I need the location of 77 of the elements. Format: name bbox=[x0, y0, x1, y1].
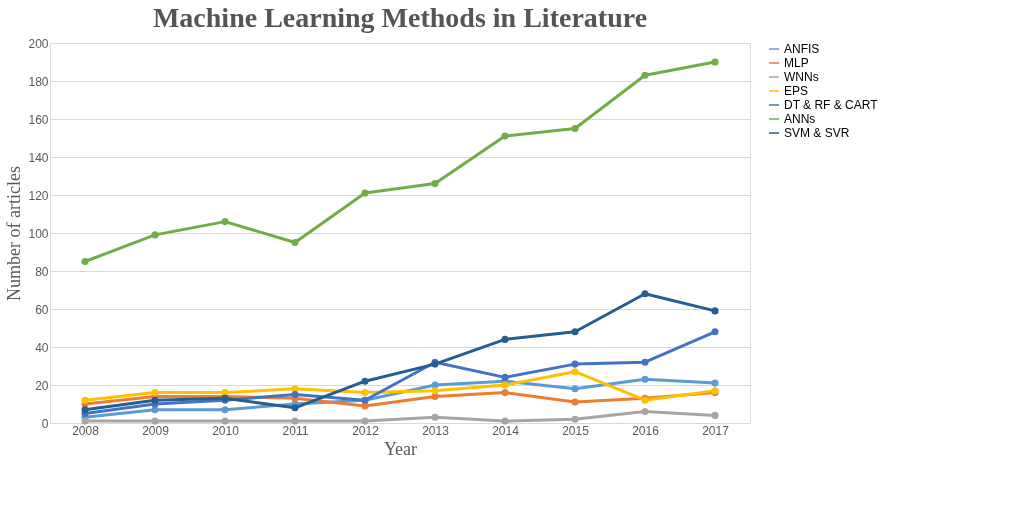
legend-label: SVM & SVR bbox=[784, 126, 850, 140]
y-tick-label: 100 bbox=[28, 226, 49, 241]
point bbox=[151, 417, 159, 425]
point bbox=[501, 373, 509, 381]
point bbox=[571, 328, 579, 336]
legend-label: DT & RF & CART bbox=[784, 98, 879, 112]
y-tick-label: 160 bbox=[28, 112, 49, 127]
legend-label: ANFIS bbox=[784, 42, 820, 56]
legend-label: ANNs bbox=[784, 112, 816, 126]
point bbox=[221, 406, 229, 414]
point bbox=[571, 368, 579, 376]
point bbox=[501, 335, 509, 343]
point bbox=[81, 257, 89, 266]
y-tick-label: 200 bbox=[28, 36, 49, 51]
x-tick-label: 2009 bbox=[142, 423, 170, 438]
x-tick-label: 2011 bbox=[282, 423, 309, 438]
point bbox=[431, 180, 439, 188]
y-tick-label: 120 bbox=[28, 188, 49, 203]
y-tick-label: 180 bbox=[28, 74, 49, 89]
legend-label: EPS bbox=[784, 84, 809, 98]
x-tick-label: 2010 bbox=[212, 423, 240, 438]
x-tick-label: 2014 bbox=[492, 423, 520, 438]
point bbox=[431, 392, 439, 400]
point bbox=[571, 124, 579, 133]
y-axis-title: Number of articles bbox=[4, 166, 25, 301]
x-tick-label: 2017 bbox=[702, 423, 730, 438]
x-tick-label: 2013 bbox=[422, 423, 450, 438]
point bbox=[501, 132, 509, 140]
x-axis-title: Year bbox=[383, 438, 418, 459]
point bbox=[711, 328, 719, 336]
y-tick-label: 80 bbox=[35, 264, 49, 279]
point bbox=[571, 360, 579, 368]
point bbox=[361, 417, 369, 425]
x-tick-label: 2016 bbox=[632, 423, 660, 438]
point bbox=[361, 389, 369, 397]
point bbox=[221, 417, 229, 425]
point bbox=[501, 381, 509, 389]
point bbox=[711, 411, 719, 419]
point bbox=[641, 408, 649, 416]
point bbox=[151, 406, 159, 414]
point bbox=[641, 290, 649, 298]
chart-title: Machine Learning Methods in Literature bbox=[152, 2, 648, 33]
legend-label: WNNs bbox=[784, 70, 819, 84]
point bbox=[81, 417, 89, 425]
point bbox=[571, 415, 579, 423]
point bbox=[431, 413, 439, 421]
point bbox=[291, 390, 299, 399]
x-tick-label: 2008 bbox=[72, 423, 100, 438]
point bbox=[291, 404, 299, 412]
point bbox=[291, 238, 299, 247]
point bbox=[291, 417, 299, 425]
point bbox=[361, 377, 369, 385]
point bbox=[81, 396, 89, 404]
y-tick-label: 140 bbox=[28, 150, 49, 165]
point bbox=[501, 389, 509, 397]
point bbox=[571, 398, 579, 406]
point bbox=[571, 385, 579, 393]
point bbox=[711, 379, 719, 387]
point bbox=[501, 417, 509, 425]
y-tick-label: 40 bbox=[35, 340, 49, 355]
point bbox=[151, 231, 159, 239]
point bbox=[641, 358, 649, 366]
point bbox=[711, 307, 719, 315]
point bbox=[221, 218, 229, 226]
legend-label: MLP bbox=[784, 56, 809, 70]
y-tick-label: 0 bbox=[41, 416, 49, 431]
point bbox=[81, 406, 89, 414]
point bbox=[361, 189, 369, 197]
x-tick-label: 2015 bbox=[562, 423, 590, 438]
y-tick-label: 60 bbox=[35, 302, 49, 317]
point bbox=[641, 71, 649, 79]
point bbox=[641, 375, 649, 383]
point bbox=[151, 396, 159, 404]
point bbox=[711, 58, 719, 66]
y-tick-label: 20 bbox=[35, 378, 49, 393]
point bbox=[431, 387, 439, 395]
x-tick-label: 2012 bbox=[352, 423, 380, 438]
